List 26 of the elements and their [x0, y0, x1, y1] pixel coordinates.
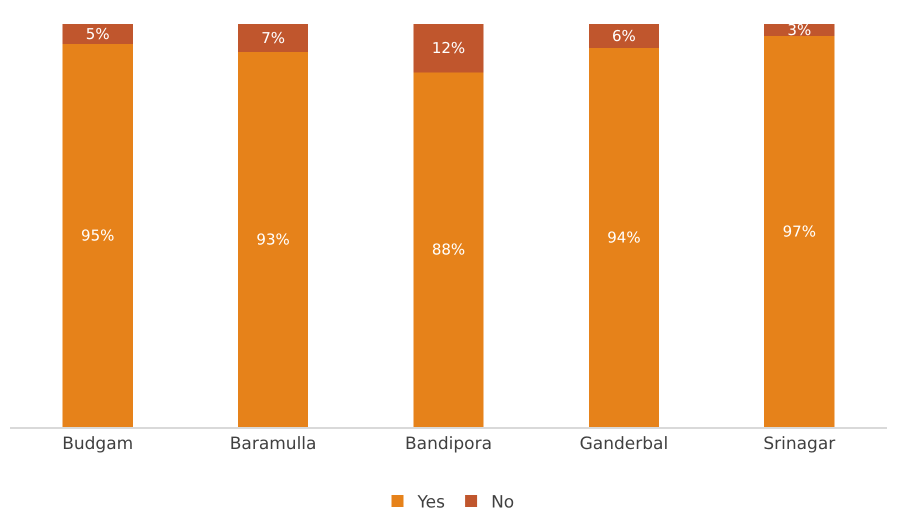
x-tick-label: Bandipora: [405, 434, 492, 454]
bar: [413, 72, 484, 427]
bar: [764, 36, 834, 427]
data-label: 7%: [261, 29, 285, 48]
bar: [413, 24, 484, 72]
x-tick-label: Srinagar: [763, 434, 836, 454]
bar: [62, 44, 133, 427]
data-label: 94%: [607, 228, 641, 247]
data-label: 5%: [86, 25, 110, 44]
x-tick-label: Ganderbal: [580, 434, 668, 454]
data-label: 3%: [787, 21, 812, 40]
data-label: 6%: [612, 27, 636, 46]
data-label: 12%: [432, 39, 466, 58]
legend-label: No: [491, 492, 514, 513]
bar: [238, 24, 308, 52]
data-label: 95%: [81, 226, 114, 245]
x-tick-label: Budgam: [62, 434, 134, 454]
x-tick-label: Baramulla: [230, 434, 316, 454]
bar: [238, 52, 308, 427]
bar: [588, 48, 659, 427]
data-label: 93%: [256, 230, 290, 249]
bar: [588, 24, 659, 48]
bar: [62, 24, 133, 44]
legend-label: Yes: [416, 492, 446, 513]
data-label: 88%: [432, 240, 466, 259]
data-label: 97%: [782, 222, 816, 241]
